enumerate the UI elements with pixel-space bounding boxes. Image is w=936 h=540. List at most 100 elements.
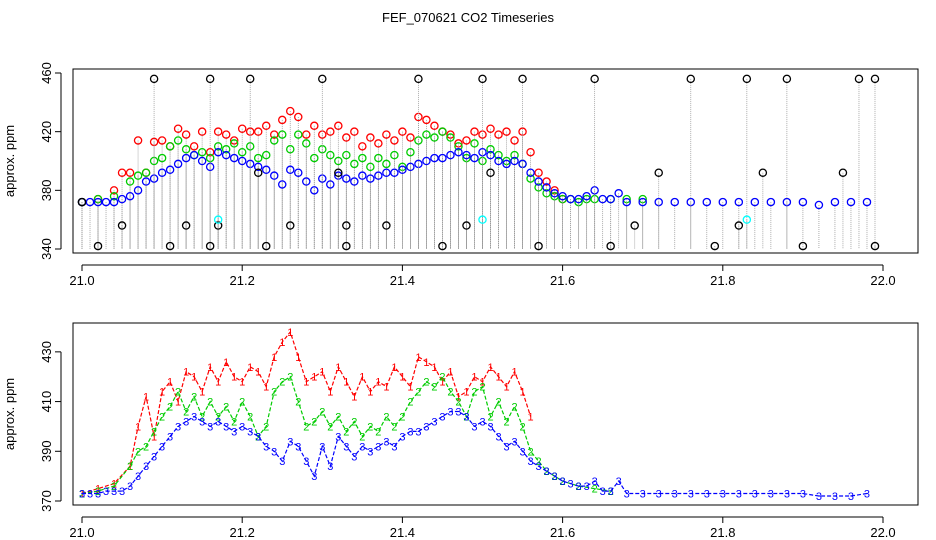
data-point: 2 (399, 411, 405, 423)
data-point (382, 168, 391, 177)
data-point: 2 (319, 407, 325, 419)
data-point: 3 (271, 446, 277, 458)
y-tick-label: 430 (39, 341, 54, 363)
data-point (197, 147, 207, 157)
data-point (286, 145, 295, 154)
data-point (734, 221, 744, 230)
data-point (430, 153, 439, 163)
data-point: 1 (359, 372, 365, 384)
x-tick-label: 21.4 (390, 273, 415, 288)
data-point (165, 241, 175, 251)
data-point (390, 168, 399, 177)
data-point (342, 221, 351, 230)
data-point (133, 136, 143, 145)
data-point: 2 (423, 377, 429, 389)
data-point: 1 (391, 362, 397, 374)
data-point (93, 197, 103, 207)
data-point: 3 (720, 489, 726, 501)
data-point (358, 142, 367, 151)
data-point: 2 (544, 466, 550, 478)
data-point: 3 (95, 489, 101, 501)
data-point (750, 197, 760, 207)
data-point (470, 153, 479, 163)
data-point (422, 156, 431, 166)
data-point (374, 171, 383, 180)
data-point: 3 (784, 489, 790, 501)
data-point (854, 74, 864, 84)
data-point (486, 150, 495, 160)
data-point (798, 197, 808, 207)
data-point: 1 (255, 367, 261, 379)
data-point (830, 197, 840, 207)
data-point: 3 (199, 416, 205, 428)
series-5 (213, 215, 752, 249)
x-tick-label: 21.0 (69, 273, 94, 288)
data-point (598, 194, 607, 204)
data-point: 1 (407, 382, 413, 394)
data-point: 3 (704, 489, 710, 501)
y-tick-label: 460 (39, 62, 54, 84)
data-point (213, 127, 223, 136)
data-point (686, 74, 696, 84)
data-point: 2 (560, 476, 566, 488)
data-point: 3 (159, 441, 165, 453)
data-point (398, 165, 407, 175)
y-tick-label: 370 (39, 490, 54, 512)
x-tick-label: 21.2 (230, 273, 255, 288)
data-point: 1 (431, 362, 437, 374)
data-point (710, 241, 720, 251)
data-point (277, 115, 287, 125)
data-point: 1 (479, 377, 485, 389)
data-point (334, 156, 343, 166)
data-point (261, 150, 271, 160)
data-point: 2 (151, 426, 157, 438)
data-point: 3 (544, 466, 550, 478)
data-point: 1 (527, 411, 533, 423)
data-point: 1 (271, 352, 277, 364)
data-point: 3 (592, 476, 598, 488)
data-point (734, 197, 744, 207)
data-point: 3 (736, 489, 742, 501)
data-point: 3 (600, 486, 606, 498)
data-point (157, 168, 167, 177)
data-point: 3 (247, 426, 253, 438)
data-point (614, 189, 623, 198)
data-point (502, 127, 511, 136)
data-point (446, 133, 455, 142)
data-point (470, 127, 479, 136)
data-point (862, 197, 872, 207)
data-point (718, 197, 728, 207)
data-point: 3 (407, 426, 413, 438)
data-point: 2 (303, 421, 309, 433)
data-point (173, 159, 183, 169)
data-point (133, 171, 143, 180)
data-point (286, 221, 295, 230)
data-point (269, 136, 279, 145)
series-line (81, 375, 611, 495)
data-point (382, 130, 391, 139)
data-point: 3 (239, 421, 245, 433)
y-tick-label: 390 (39, 440, 54, 462)
data-point: 3 (327, 461, 333, 473)
data-point: 1 (367, 387, 373, 399)
figure-title: FEF_070621 CO2 Timeseries (382, 10, 554, 25)
data-point: 3 (119, 486, 125, 498)
data-point (462, 221, 471, 230)
data-point (382, 221, 391, 230)
data-point (221, 145, 231, 154)
data-point (213, 142, 223, 151)
data-point: 3 (560, 476, 566, 488)
data-point: 2 (447, 387, 453, 399)
data-point: 3 (79, 489, 85, 501)
x-tick-label: 22.0 (870, 273, 895, 288)
data-point (302, 139, 311, 148)
data-point (390, 150, 399, 160)
data-point (165, 165, 175, 175)
data-point: 2 (167, 402, 173, 414)
data-point (269, 130, 279, 139)
data-point (798, 241, 808, 251)
data-point: 3 (463, 411, 469, 423)
data-point (342, 133, 351, 142)
